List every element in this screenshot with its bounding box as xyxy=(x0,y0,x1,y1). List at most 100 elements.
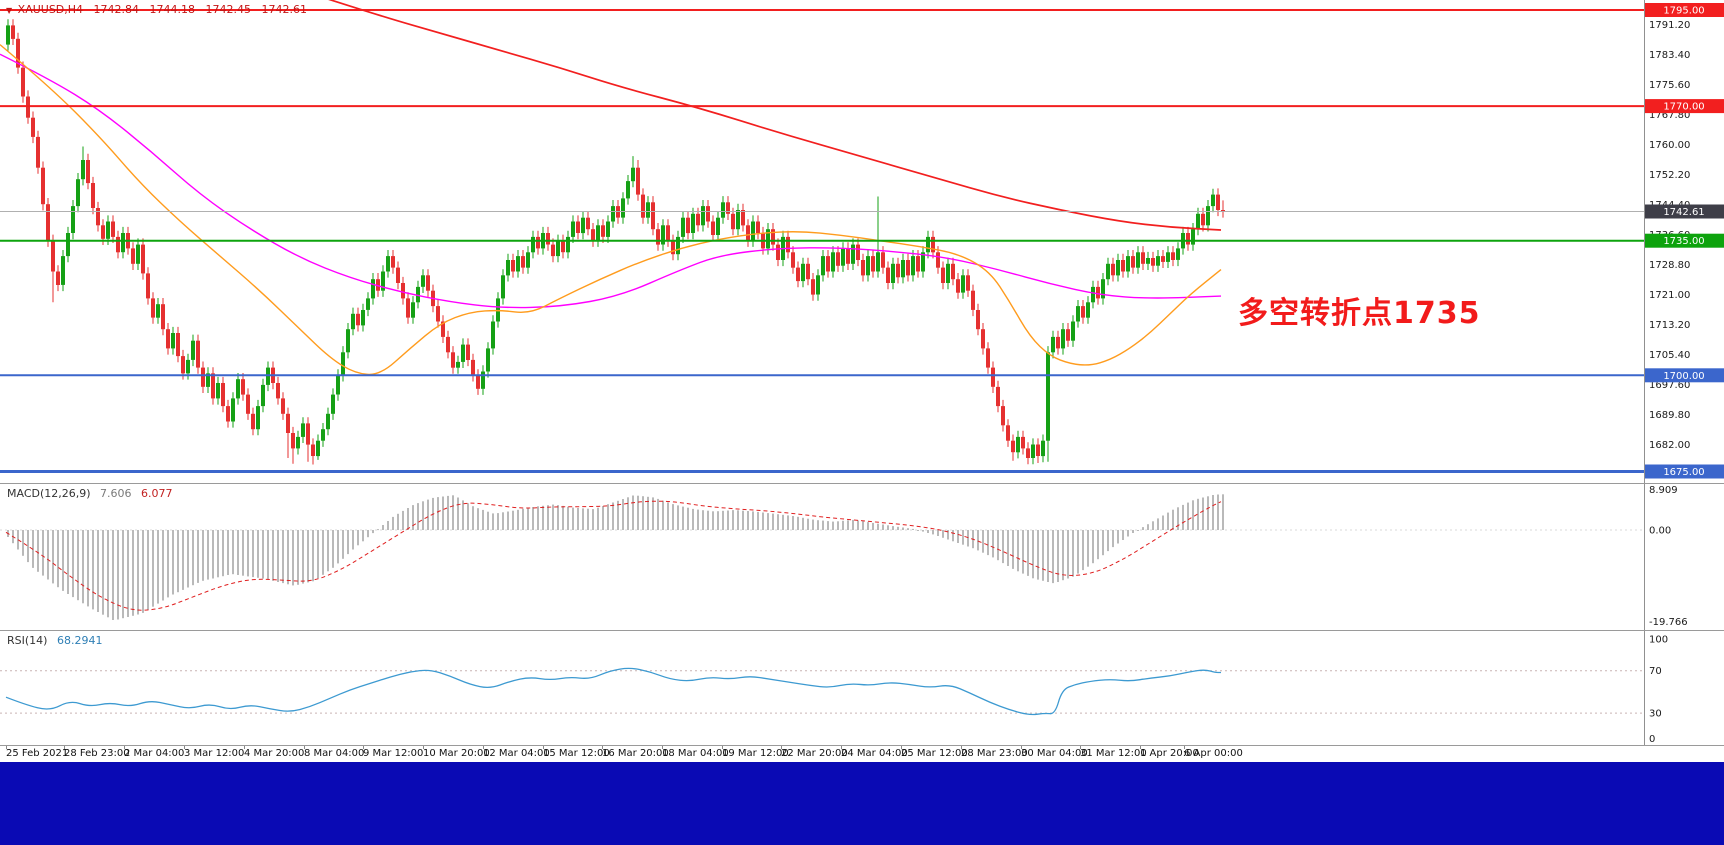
time-tick xyxy=(961,746,962,749)
svg-text:-19.766: -19.766 xyxy=(1649,617,1688,628)
ohlc-high: 1744.18 xyxy=(149,3,196,16)
ohlc-low: 1742.45 xyxy=(205,3,252,16)
time-tick xyxy=(781,746,782,749)
time-tick xyxy=(722,746,723,749)
svg-text:0: 0 xyxy=(1649,734,1655,745)
time-tick xyxy=(1080,746,1081,749)
rsi-label: RSI(14) 68.2941 xyxy=(7,634,108,647)
time-tick xyxy=(662,746,663,749)
ma-mid-magenta xyxy=(0,53,1222,309)
time-label: 18 Mar 04:00 xyxy=(662,748,729,759)
svg-text:70: 70 xyxy=(1649,666,1662,677)
time-label: 31 Mar 12:00 xyxy=(1080,748,1147,759)
macd-signal-line xyxy=(5,500,1222,611)
macd-histogram xyxy=(7,494,1224,620)
ohlc-open: 1742.84 xyxy=(93,3,140,16)
time-label: 8 Mar 04:00 xyxy=(304,748,365,759)
price-badge: 1770.00 xyxy=(1645,99,1724,114)
symbol-marker-icon: ▼ xyxy=(6,6,13,15)
ohlc-close: 1742.61 xyxy=(261,3,308,16)
svg-text:1689.80: 1689.80 xyxy=(1649,410,1690,421)
price-badge: 1742.61 xyxy=(1645,204,1724,219)
time-label: 25 Feb 2021 xyxy=(6,748,69,759)
svg-text:1735.00: 1735.00 xyxy=(1663,236,1704,247)
chart-title-overlay: ▼ XAUUSD,H4 1742.84 1744.18 1742.45 1742… xyxy=(6,3,314,16)
price-badge: 1700.00 xyxy=(1645,368,1724,383)
svg-text:1770.00: 1770.00 xyxy=(1663,102,1704,113)
svg-text:1775.60: 1775.60 xyxy=(1649,80,1690,91)
svg-text:1697.60: 1697.60 xyxy=(1649,380,1690,391)
time-tick xyxy=(1140,746,1141,749)
annotation-text: 多空转折点1735 xyxy=(1238,296,1481,331)
ma-fast-orange xyxy=(0,44,1222,376)
time-tick xyxy=(124,746,125,749)
horizontal-levels[interactable] xyxy=(0,9,1644,473)
time-label: 28 Mar 23:00 xyxy=(961,748,1028,759)
macd-label: MACD(12,26,9) 7.606 6.077 xyxy=(7,487,179,500)
svg-text:1752.20: 1752.20 xyxy=(1649,170,1690,181)
time-tick xyxy=(184,746,185,749)
time-label: 3 Mar 12:00 xyxy=(184,748,245,759)
time-tick xyxy=(543,746,544,749)
macd-name: MACD(12,26,9) xyxy=(7,487,91,500)
svg-text:30: 30 xyxy=(1649,709,1662,720)
time-tick xyxy=(483,746,484,749)
price-badge: 1675.00 xyxy=(1645,464,1724,479)
time-label: 4 Mar 20:00 xyxy=(244,748,305,759)
svg-text:1682.00: 1682.00 xyxy=(1649,440,1690,451)
symbol-period-label: XAUUSD,H4 xyxy=(17,3,84,16)
svg-text:1742.61: 1742.61 xyxy=(1663,207,1704,218)
time-tick xyxy=(1184,746,1185,749)
macd-indicator-panel[interactable]: 8.909 0.00 -19.766 xyxy=(0,484,1724,631)
rsi-value: 68.2941 xyxy=(56,634,103,647)
time-label: 9 Mar 12:00 xyxy=(363,748,424,759)
time-label: 22 Mar 20:00 xyxy=(781,748,848,759)
svg-text:1713.20: 1713.20 xyxy=(1649,320,1690,331)
svg-text:1675.00: 1675.00 xyxy=(1663,467,1704,478)
time-label: 30 Mar 04:00 xyxy=(1021,748,1088,759)
svg-text:1783.40: 1783.40 xyxy=(1649,50,1690,61)
price-badge: 1795.00 xyxy=(1645,3,1724,17)
time-label: 1 Apr 20:00 xyxy=(1140,748,1199,759)
rsi-axis[interactable]: 100 70 30 0 xyxy=(1644,631,1669,745)
time-tick xyxy=(841,746,842,749)
time-tick xyxy=(244,746,245,749)
time-tick xyxy=(64,746,65,749)
rsi-line xyxy=(5,667,1221,716)
time-axis[interactable]: 25 Feb 2021 28 Feb 23:00 2 Mar 04:00 3 Mar … xyxy=(0,746,1724,762)
ma-slow-red xyxy=(328,0,1222,231)
macd-value-signal: 6.077 xyxy=(141,487,173,500)
svg-text:1795.00: 1795.00 xyxy=(1663,6,1704,17)
bottom-blue-panel xyxy=(0,762,1724,845)
svg-text:0.00: 0.00 xyxy=(1649,526,1671,537)
svg-text:8.909: 8.909 xyxy=(1649,485,1678,496)
time-label: 6 Apr 00:00 xyxy=(1184,748,1243,759)
macd-value-main: 7.606 xyxy=(100,487,132,500)
rsi-indicator-panel[interactable]: 100 70 30 0 xyxy=(0,631,1724,746)
time-label: 12 Mar 04:00 xyxy=(483,748,550,759)
candles[interactable] xyxy=(6,19,1225,465)
time-tick xyxy=(1021,746,1022,749)
time-tick xyxy=(6,746,7,749)
price-axis[interactable]: 1791.20 1783.40 1775.60 1767.80 1760.00 1752.… xyxy=(1644,0,1691,483)
svg-text:1760.00: 1760.00 xyxy=(1649,140,1690,151)
macd-axis[interactable]: 8.909 0.00 -19.766 xyxy=(1644,484,1688,630)
price-badge: 1735.00 xyxy=(1645,233,1724,248)
svg-text:100: 100 xyxy=(1649,634,1668,645)
svg-text:1791.20: 1791.20 xyxy=(1649,20,1690,31)
time-label: 25 Mar 12:00 xyxy=(901,748,968,759)
time-label: 24 Mar 04:00 xyxy=(841,748,908,759)
main-price-chart[interactable]: 1791.20 1783.40 1775.60 1767.80 1760.00 1752.… xyxy=(0,0,1724,484)
svg-text:1721.00: 1721.00 xyxy=(1649,290,1690,301)
time-label: 2 Mar 04:00 xyxy=(124,748,185,759)
time-tick xyxy=(901,746,902,749)
time-tick xyxy=(602,746,603,749)
svg-text:1705.40: 1705.40 xyxy=(1649,350,1690,361)
rsi-name: RSI(14) xyxy=(7,634,48,647)
time-label: 10 Mar 20:00 xyxy=(423,748,490,759)
time-tick xyxy=(363,746,364,749)
time-label: 15 Mar 12:00 xyxy=(543,748,610,759)
time-tick xyxy=(423,746,424,749)
svg-text:1700.00: 1700.00 xyxy=(1663,371,1704,382)
